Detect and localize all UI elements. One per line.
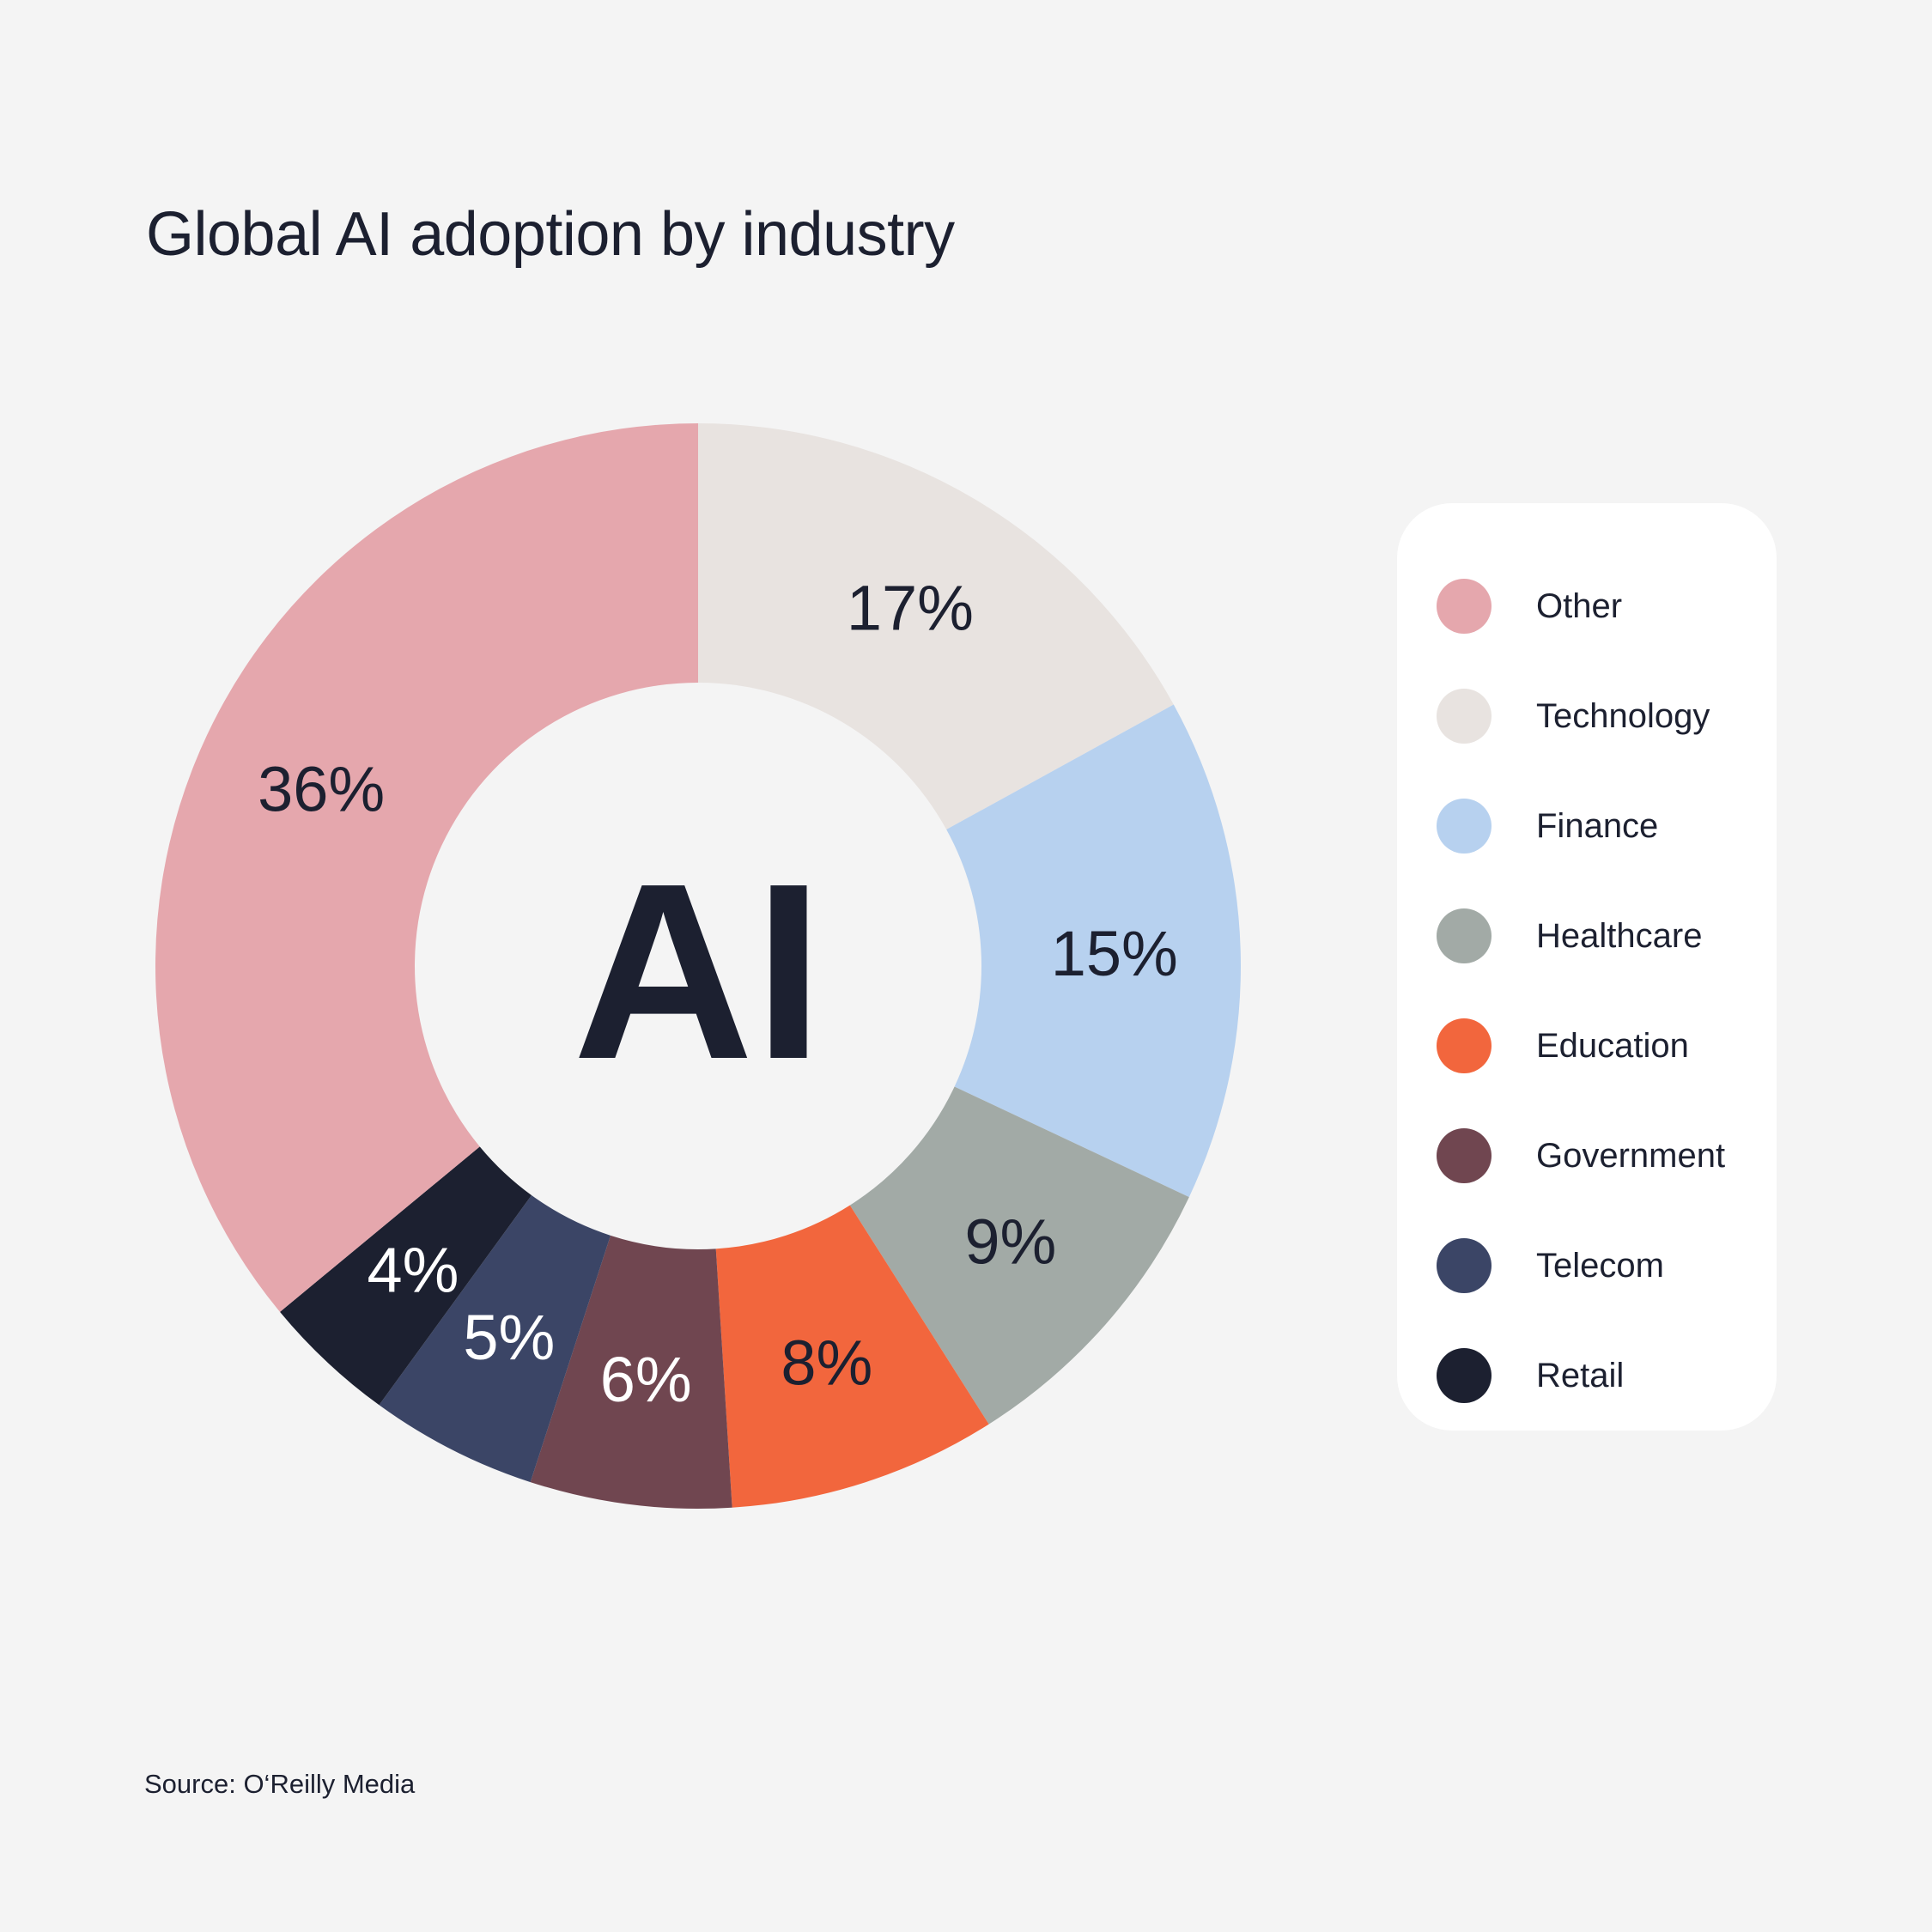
source-note: Source: O‘Reilly Media bbox=[144, 1769, 416, 1799]
legend-swatch bbox=[1437, 1128, 1492, 1183]
legend-item-other: Other bbox=[1397, 551, 1777, 661]
legend-swatch bbox=[1437, 799, 1492, 854]
slice-education bbox=[715, 1205, 989, 1508]
legend-swatch bbox=[1437, 689, 1492, 744]
legend-label: Government bbox=[1536, 1136, 1726, 1175]
legend-swatch bbox=[1437, 579, 1492, 634]
legend-label: Retail bbox=[1536, 1356, 1625, 1394]
slice-finance bbox=[946, 704, 1242, 1198]
chart-title: Global AI adoption by industry bbox=[146, 200, 955, 269]
legend-item-telecom: Telecom bbox=[1397, 1211, 1777, 1321]
legend-label: Other bbox=[1536, 586, 1623, 625]
legend-swatch bbox=[1437, 1348, 1492, 1403]
legend: Other Technology Finance Healthcare Educatio… bbox=[1397, 503, 1777, 1431]
slice-label-telecom: 5% bbox=[463, 1302, 555, 1373]
slice-label-education: 8% bbox=[781, 1327, 872, 1398]
legend-swatch bbox=[1437, 1018, 1492, 1073]
legend-swatch bbox=[1437, 1238, 1492, 1293]
legend-label: Telecom bbox=[1536, 1246, 1664, 1285]
slice-label-other: 36% bbox=[258, 753, 385, 824]
slice-label-government: 6% bbox=[600, 1344, 692, 1415]
slice-other bbox=[155, 423, 698, 1312]
slice-government bbox=[530, 1235, 732, 1510]
donut-center-label: AI bbox=[573, 831, 823, 1111]
legend-label: Finance bbox=[1536, 806, 1659, 845]
donut-slice-labels: 17% 15% 9% 8% 6% 5%4% 36% bbox=[258, 573, 1178, 1416]
legend-item-government: Government bbox=[1397, 1101, 1777, 1211]
slice-label-healthcare: 9% bbox=[964, 1206, 1056, 1278]
legend-item-finance: Finance bbox=[1397, 771, 1777, 881]
legend-label: Healthcare bbox=[1536, 916, 1703, 955]
slice-label-finance: 15% bbox=[1051, 918, 1178, 989]
legend-label: Education bbox=[1536, 1026, 1689, 1065]
slice-label-retail: 4% bbox=[368, 1235, 459, 1306]
slice-healthcare bbox=[849, 1086, 1189, 1425]
donut-slices bbox=[155, 423, 1242, 1510]
slice-technology bbox=[698, 423, 1174, 830]
slice-label-technology: 17% bbox=[847, 573, 974, 644]
slice-telecom bbox=[379, 1194, 611, 1483]
slice-retail bbox=[280, 1146, 532, 1406]
legend-label: Technology bbox=[1536, 696, 1710, 735]
legend-item-education: Education bbox=[1397, 991, 1777, 1101]
legend-swatch bbox=[1437, 908, 1492, 963]
legend-item-technology: Technology bbox=[1397, 661, 1777, 771]
legend-item-retail: Retail bbox=[1397, 1321, 1777, 1431]
legend-item-healthcare: Healthcare bbox=[1397, 881, 1777, 991]
